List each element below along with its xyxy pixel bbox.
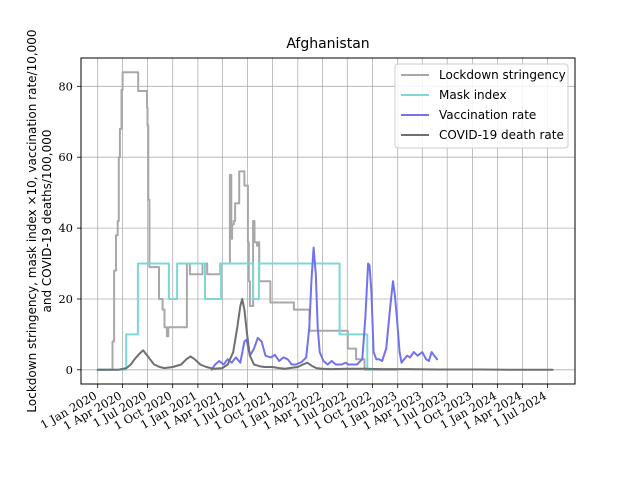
y-tick-label: 0 [66, 363, 73, 377]
y-axis-title-line-2: and COVID-19 deaths/100,000 [40, 130, 54, 313]
legend-label: Mask index [439, 88, 507, 102]
chart-title: Afghanistan [286, 36, 369, 52]
y-tick-label: 60 [58, 150, 73, 164]
plot-frame [80, 57, 576, 385]
series-layer [96, 71, 554, 371]
legend: Lockdown stringency Mask index Vaccination… [394, 63, 569, 149]
series-line-mask-index [96, 262, 374, 371]
y-axis-title-line-1: Lockdown stringency, mask index ×10, vac… [25, 29, 39, 412]
y-tick-label: 40 [58, 221, 73, 235]
series-line-covid-19-death-rate [96, 298, 554, 371]
legend-box [394, 63, 569, 149]
series-line-lockdown-stringency [96, 71, 399, 371]
legend-label: Vaccination rate [439, 108, 536, 122]
y-axis: 0 20 40 60 80 [58, 79, 81, 377]
legend-label: Lockdown stringency [439, 68, 566, 82]
legend-label: COVID-19 death rate [439, 128, 564, 142]
y-tick-label: 80 [58, 79, 73, 93]
series-line-vaccination-rate [210, 246, 439, 371]
y-tick-label: 20 [58, 292, 73, 306]
